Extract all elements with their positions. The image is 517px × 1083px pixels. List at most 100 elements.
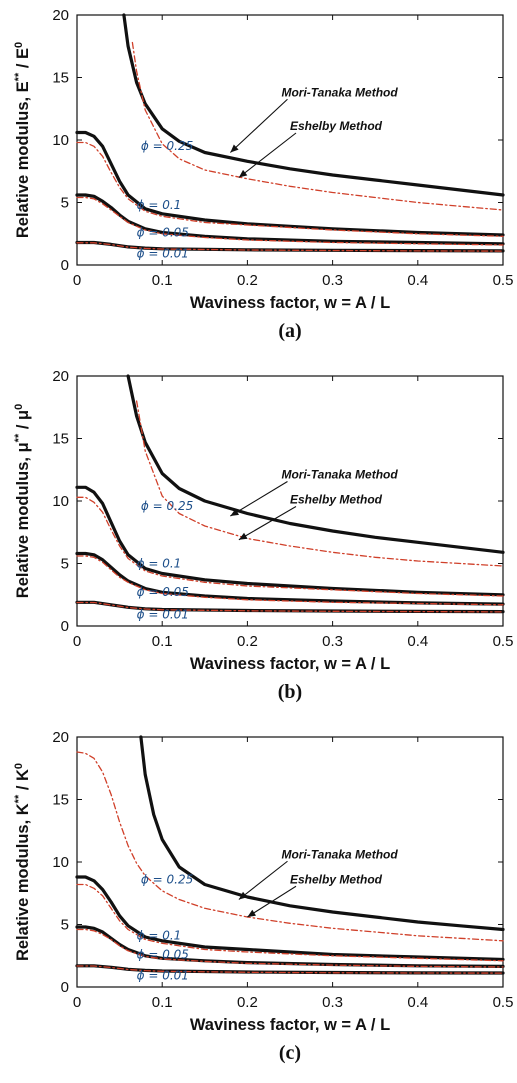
volume-fraction-label: ϕ = 0.25 bbox=[141, 139, 193, 153]
annotation-arrow-line bbox=[247, 885, 297, 918]
volume-fraction-label: ϕ = 0.01 bbox=[137, 247, 189, 261]
x-tick-label: 0.1 bbox=[152, 272, 173, 289]
x-tick-label: 0.1 bbox=[152, 994, 173, 1011]
mori-tanaka-series-line bbox=[126, 374, 505, 554]
mori-tanaka-label: Mori-Tanaka Method bbox=[281, 468, 398, 482]
x-tick-label: 0.4 bbox=[407, 272, 428, 289]
y-tick-label: 0 bbox=[61, 257, 69, 274]
eshelby-series-line bbox=[76, 496, 504, 597]
eshelby-series-line bbox=[76, 601, 504, 613]
volume-fraction-label: ϕ = 0.01 bbox=[137, 608, 189, 622]
x-tick-label: 0.3 bbox=[322, 994, 343, 1011]
chart-svg: 0 0.1 0.2 0.3 0.4 0.5 0 5 10 15 20 ϕ = 0.25 ϕ = 0.1 ϕ… bbox=[13, 368, 514, 703]
y-tick-label: 5 bbox=[61, 556, 69, 573]
y-tick-label: 20 bbox=[52, 729, 69, 746]
volume-fraction-label: ϕ = 0.1 bbox=[137, 556, 182, 570]
y-tick-label: 15 bbox=[52, 70, 69, 87]
annotation-arrowhead bbox=[230, 508, 240, 516]
panel-label: (c) bbox=[279, 1042, 301, 1064]
y-tick-label: 5 bbox=[61, 195, 69, 212]
panel-label: (a) bbox=[278, 320, 301, 342]
eshelby-series-line bbox=[76, 965, 504, 974]
mori-tanaka-label: Mori-Tanaka Method bbox=[281, 85, 398, 99]
eshelby-series-line bbox=[131, 41, 504, 211]
volume-fraction-label: ϕ = 0.05 bbox=[137, 585, 189, 599]
annotation-arrow-line bbox=[230, 481, 288, 517]
volume-fraction-label: ϕ = 0.25 bbox=[141, 499, 193, 513]
plot-area bbox=[76, 14, 504, 266]
x-tick-label: 0.4 bbox=[407, 633, 428, 650]
x-tick-label: 0.2 bbox=[237, 994, 258, 1011]
x-tick-label: 0 bbox=[73, 633, 81, 650]
volume-fraction-label: ϕ = 0.1 bbox=[137, 929, 182, 943]
mori-tanaka-series-line bbox=[75, 551, 505, 606]
chart-panel-b: 0 0.1 0.2 0.3 0.4 0.5 0 5 10 15 20 ϕ = 0.25 ϕ = 0.1 ϕ… bbox=[0, 361, 517, 722]
x-tick-label: 0.5 bbox=[493, 633, 514, 650]
y-tick-label: 20 bbox=[52, 368, 69, 385]
annotation-arrowhead bbox=[238, 169, 248, 178]
mori-tanaka-label: Mori-Tanaka Method bbox=[281, 847, 398, 861]
volume-fraction-label: ϕ = 0.05 bbox=[137, 947, 189, 961]
volume-fraction-label: ϕ = 0.1 bbox=[137, 198, 182, 212]
annotation-arrowhead bbox=[230, 144, 239, 153]
y-tick-label: 5 bbox=[61, 917, 69, 934]
annotation-arrowhead bbox=[247, 909, 257, 917]
x-tick-label: 0.5 bbox=[493, 994, 514, 1011]
annotation-arrowhead bbox=[238, 532, 248, 540]
mori-tanaka-series-line bbox=[75, 130, 505, 237]
annotation-arrow-line bbox=[238, 506, 297, 541]
eshelby-series-line bbox=[76, 196, 504, 246]
annotation-arrow-line bbox=[238, 860, 288, 900]
x-tick-label: 0.2 bbox=[237, 272, 258, 289]
eshelby-series-line bbox=[76, 928, 504, 968]
eshelby-series-line bbox=[76, 242, 504, 252]
y-tick-label: 15 bbox=[52, 431, 69, 448]
annotation-arrowhead bbox=[238, 891, 248, 900]
mori-tanaka-series-line bbox=[75, 875, 505, 962]
mori-tanaka-series-line bbox=[75, 485, 505, 597]
mori-tanaka-series-line bbox=[122, 13, 505, 197]
y-tick-label: 0 bbox=[61, 979, 69, 996]
y-tick-label: 0 bbox=[61, 618, 69, 635]
x-tick-label: 0 bbox=[73, 272, 81, 289]
eshelby-label: Eshelby Method bbox=[290, 872, 383, 886]
volume-fraction-label: ϕ = 0.25 bbox=[141, 872, 193, 886]
eshelby-label: Eshelby Method bbox=[290, 493, 383, 507]
y-tick-label: 10 bbox=[52, 493, 69, 510]
y-axis-label: Relative modulus, K** / K0 bbox=[13, 763, 32, 961]
eshelby-series-line bbox=[76, 751, 504, 942]
y-axis-label: Relative modulus, E** / E0 bbox=[13, 42, 32, 238]
chart-panel-a: 0 0.1 0.2 0.3 0.4 0.5 0 5 10 15 20 ϕ = 0.25 ϕ = 0.1 ϕ… bbox=[0, 0, 517, 361]
eshelby-series-line bbox=[76, 883, 504, 962]
x-tick-label: 0.4 bbox=[407, 994, 428, 1011]
chart-svg: 0 0.1 0.2 0.3 0.4 0.5 0 5 10 15 20 ϕ = 0.25 ϕ = 0.1 ϕ… bbox=[13, 729, 514, 1064]
x-tick-label: 0.3 bbox=[322, 272, 343, 289]
x-tick-label: 0.2 bbox=[237, 633, 258, 650]
plot-area bbox=[76, 736, 504, 988]
eshelby-label: Eshelby Method bbox=[290, 119, 383, 133]
y-tick-label: 20 bbox=[52, 7, 69, 24]
x-axis-label: Waviness factor, w = A / L bbox=[190, 1016, 390, 1034]
eshelby-series-line bbox=[76, 141, 504, 237]
x-axis-label: Waviness factor, w = A / L bbox=[190, 294, 390, 312]
y-tick-label: 10 bbox=[52, 854, 69, 871]
mori-tanaka-series-line bbox=[139, 735, 505, 932]
volume-fraction-label: ϕ = 0.01 bbox=[137, 969, 189, 983]
x-tick-label: 0 bbox=[73, 994, 81, 1011]
panel-label: (b) bbox=[278, 681, 302, 703]
plot-area bbox=[76, 375, 504, 627]
mori-tanaka-series-line bbox=[75, 193, 505, 246]
chart-panel-c: 0 0.1 0.2 0.3 0.4 0.5 0 5 10 15 20 ϕ = 0.25 ϕ = 0.1 ϕ… bbox=[0, 722, 517, 1083]
eshelby-series-line bbox=[135, 400, 504, 567]
x-axis-label: Waviness factor, w = A / L bbox=[190, 655, 390, 673]
annotation-arrow-line bbox=[229, 98, 288, 153]
x-tick-label: 0.1 bbox=[152, 633, 173, 650]
y-tick-label: 15 bbox=[52, 792, 69, 809]
y-tick-label: 10 bbox=[52, 132, 69, 149]
x-tick-label: 0.3 bbox=[322, 633, 343, 650]
x-tick-label: 0.5 bbox=[493, 272, 514, 289]
volume-fraction-label: ϕ = 0.05 bbox=[137, 225, 189, 239]
eshelby-series-line bbox=[76, 555, 504, 606]
y-axis-label: Relative modulus, μ** / μ0 bbox=[13, 404, 32, 598]
chart-svg: 0 0.1 0.2 0.3 0.4 0.5 0 5 10 15 20 ϕ = 0.25 ϕ = 0.1 ϕ… bbox=[13, 7, 514, 342]
